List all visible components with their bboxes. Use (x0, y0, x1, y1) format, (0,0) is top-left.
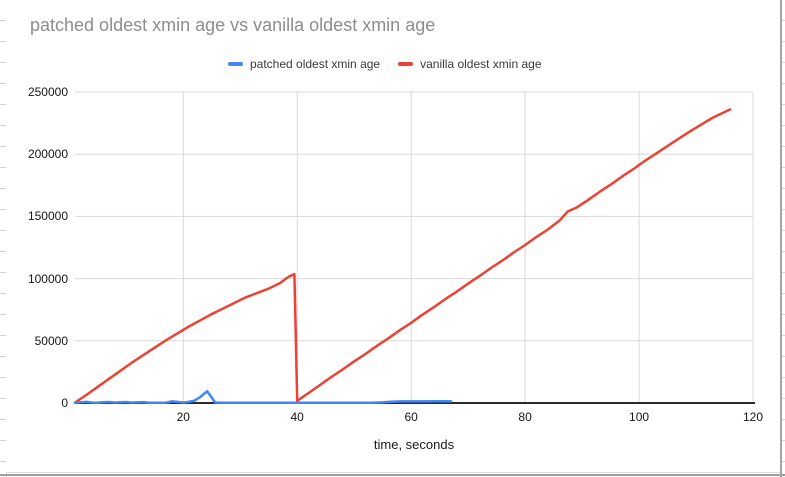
legend-swatch-vanilla-icon (398, 62, 414, 66)
legend-swatch-patched-icon (228, 62, 243, 66)
sheet-gridline-stubs-right (782, 0, 785, 477)
sheet-gridline-stubs-left (0, 0, 6, 477)
sheet-bottom-border (0, 474, 785, 476)
y-tick-label: 0 (61, 396, 68, 410)
y-tick-label: 50000 (34, 333, 68, 348)
x-tick-label: 60 (404, 410, 418, 424)
x-axis-title: time, seconds (373, 437, 455, 452)
x-tick-label: 80 (518, 410, 532, 424)
x-tick-label: 120 (742, 410, 764, 424)
chart-bottom-border (6, 472, 781, 473)
y-tick-label: 100000 (27, 271, 68, 286)
legend-label-patched: patched oldest xmin age (250, 57, 381, 71)
y-tick-label: 200000 (27, 147, 68, 162)
x-tick-label: 100 (629, 410, 650, 424)
chart-legend: patched oldest xmin age vanilla oldest x… (228, 57, 542, 71)
y-tick-label: 250000 (27, 85, 68, 99)
x-tick-label: 20 (176, 410, 190, 424)
chart-title: patched oldest xmin age vs vanilla oldes… (30, 15, 436, 35)
legend-item-vanilla: vanilla oldest xmin age (398, 57, 542, 71)
legend-item-patched: patched oldest xmin age (228, 57, 380, 71)
series-line-vanilla (73, 108, 732, 404)
x-tick-label: 40 (290, 410, 304, 424)
chart-widget[interactable]: patched oldest xmin age vs vanilla oldes… (6, 0, 780, 472)
y-tick-label: 150000 (27, 209, 68, 224)
series-line-patched (73, 389, 453, 405)
legend-label-vanilla: vanilla oldest xmin age (420, 57, 542, 71)
chart-right-border (780, 0, 782, 477)
